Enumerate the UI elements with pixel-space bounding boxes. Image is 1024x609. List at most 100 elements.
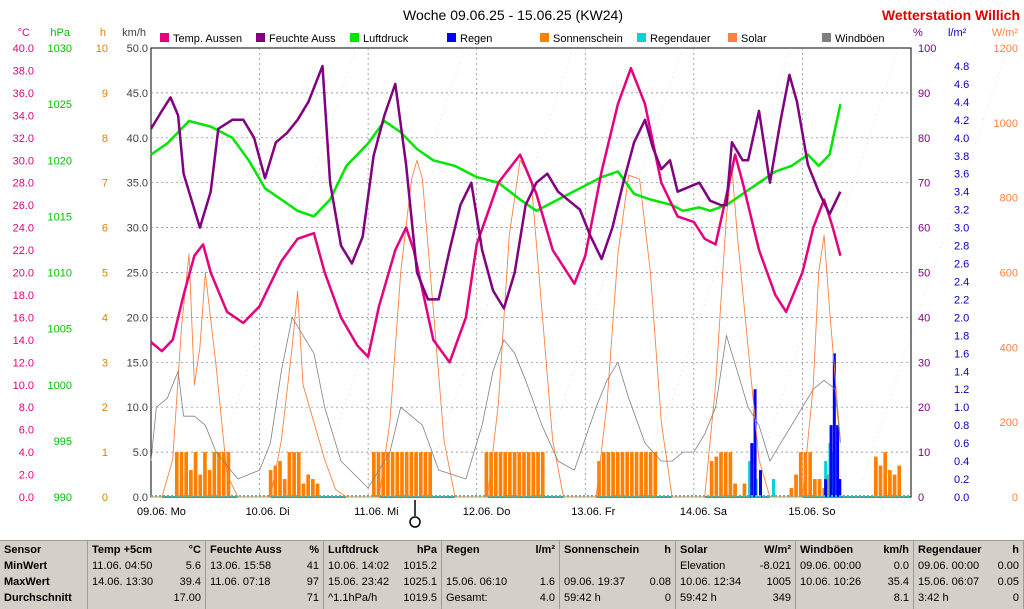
table-column: Sonnenschein h 09.06. 19:37 0.08 59:42 h 0 — [560, 541, 676, 609]
temp-axis-unit: °C — [18, 27, 30, 39]
sunshine-bar — [817, 479, 822, 497]
table-column: Sensor MinWert MaxWert Durchschnitt — [0, 541, 88, 609]
rain-axis-tick: 4.4 — [954, 97, 969, 109]
series-line-windb-en — [150, 316, 841, 489]
sunshine-bar — [207, 470, 212, 497]
temp-axis-tick: 38.0 — [13, 65, 34, 77]
table-cell-time: Gesamt: — [446, 592, 488, 604]
legend-swatch — [637, 33, 646, 42]
sunshine-bar — [371, 452, 376, 497]
sunshine-bar — [268, 470, 273, 497]
legend-label: Sonnenschein — [553, 33, 623, 45]
table-row: 09.06. 00:00 0.0 — [800, 558, 909, 574]
sunshine-bar — [723, 452, 728, 497]
sunshine-bar — [620, 452, 625, 497]
sunshine-bar — [315, 483, 320, 497]
sunshine-bar — [174, 452, 179, 497]
sun-axis-tick: 7 — [102, 178, 108, 190]
table-cell-value: 41 — [306, 560, 319, 572]
table-row: 8.1 — [800, 590, 909, 606]
rainduration-bar — [824, 461, 828, 497]
solar-axis-tick: 600 — [1000, 268, 1018, 280]
legend-swatch — [350, 33, 359, 42]
rain-bar — [753, 389, 757, 497]
table-column: Feuchte Auss% 13.06. 15:58 41 11.06. 07:18 9… — [206, 541, 324, 609]
solar-axis-tick: 1000 — [994, 118, 1018, 130]
rain-axis-tick: 4.0 — [954, 133, 969, 145]
legend-swatch — [728, 33, 737, 42]
sunshine-bar — [423, 452, 428, 497]
sunshine-bar — [212, 452, 217, 497]
rain-axis-tick: 2.8 — [954, 241, 969, 253]
rain-axis-tick: 1.0 — [954, 402, 969, 414]
table-cell-value: 0.00 — [997, 560, 1019, 572]
series-line-temp-aussen — [150, 66, 842, 364]
sunshine-bar — [648, 452, 653, 497]
table-cell-value: 39.4 — [179, 576, 201, 588]
sunshine-bar — [644, 452, 648, 497]
sunshine-bar — [282, 479, 287, 497]
solar-axis-tick: 400 — [1000, 342, 1018, 354]
table-row-label: MinWert — [4, 560, 48, 572]
humidity-axis-tick: 0 — [918, 492, 924, 504]
sun-axis-tick: 3 — [102, 357, 108, 369]
rain-axis-tick: 1.6 — [954, 348, 969, 360]
sunshine-bar — [897, 465, 902, 497]
series-line-solar — [151, 159, 841, 498]
rain-axis-tick: 4.2 — [954, 115, 969, 127]
sunshine-bar — [536, 452, 540, 497]
rain-axis-tick: 2.0 — [954, 312, 969, 324]
humidity-axis-unit: % — [913, 27, 923, 39]
table-column: Regen l/m² 15.06. 06:10 1.6 Gesamt: 4.0 — [442, 541, 560, 609]
table-row: Elevation -8.021 — [680, 558, 791, 574]
table-row: Durchschnitt — [4, 590, 83, 606]
table-header-unit: °C — [188, 544, 201, 556]
table-cell-time: 10.06. 12:34 — [680, 576, 742, 588]
table-row: 3:42 h 0 — [918, 590, 1019, 606]
wind-axis-tick: 25.0 — [127, 268, 148, 280]
table-header-label: Regen — [446, 544, 480, 556]
solar-axis-tick: 1200 — [994, 43, 1018, 55]
table-cell-time: 14.06. 13:30 — [92, 576, 154, 588]
sunshine-bar — [306, 474, 311, 497]
sunshine-bar — [892, 474, 897, 497]
pressure-axis-tick: 995 — [54, 436, 72, 448]
legend-label: Regendauer — [650, 33, 711, 45]
sunshine-bar — [798, 452, 803, 497]
rain-bar — [829, 425, 833, 497]
table-cell-value: 0.08 — [649, 576, 671, 588]
pressure-axis-tick: 1030 — [48, 43, 72, 55]
table-cell-time: 11.06. 04:50 — [92, 560, 153, 572]
rain-bar — [750, 443, 754, 497]
sunshine-bar — [653, 452, 658, 497]
wind-axis-tick: 35.0 — [127, 178, 148, 190]
x-tick-label: 09.06. Mo — [137, 506, 186, 518]
rain-axis-tick: 2.6 — [954, 259, 969, 271]
table-header-unit: h — [1012, 544, 1019, 556]
table-header: Feuchte Auss% — [210, 542, 319, 558]
sunshine-bar — [489, 452, 493, 497]
lines-layer — [149, 64, 842, 498]
sun-axis-tick: 0 — [102, 492, 108, 504]
table-cell-value: 349 — [772, 592, 791, 604]
sunshine-bar — [512, 452, 517, 497]
table-row — [564, 558, 671, 574]
legend-swatch — [256, 33, 265, 42]
rain-axis-tick: 3.2 — [954, 205, 969, 217]
table-cell-time: 09.06. 19:37 — [564, 576, 626, 588]
axes: 0.02.04.06.08.010.012.014.016.018.020.02… — [13, 27, 1019, 504]
table-column: Regendauer h 09.06. 00:00 0.00 15.06. 06:07 0… — [914, 541, 1024, 609]
sunshine-bar — [381, 452, 386, 497]
table-header: Luftdruck hPa — [328, 542, 437, 558]
temp-axis-tick: 32.0 — [13, 133, 34, 145]
weather-chart: Woche 09.06.25 - 15.06.25 (KW24) Wetters… — [13, 7, 1020, 528]
temp-axis-tick: 16.0 — [13, 312, 34, 324]
table-row: 11.06. 07:18 97 — [210, 574, 319, 590]
sunshine-bar — [296, 452, 301, 497]
humidity-axis-tick: 50 — [918, 268, 930, 280]
rain-axis-tick: 1.8 — [954, 330, 969, 342]
table-cell-value: 0 — [664, 592, 671, 604]
table-cell-value: 71 — [306, 592, 319, 604]
table-header-label: Sensor — [4, 544, 42, 556]
table-row: ^1.1hPa/h 1019.5 — [328, 590, 437, 606]
